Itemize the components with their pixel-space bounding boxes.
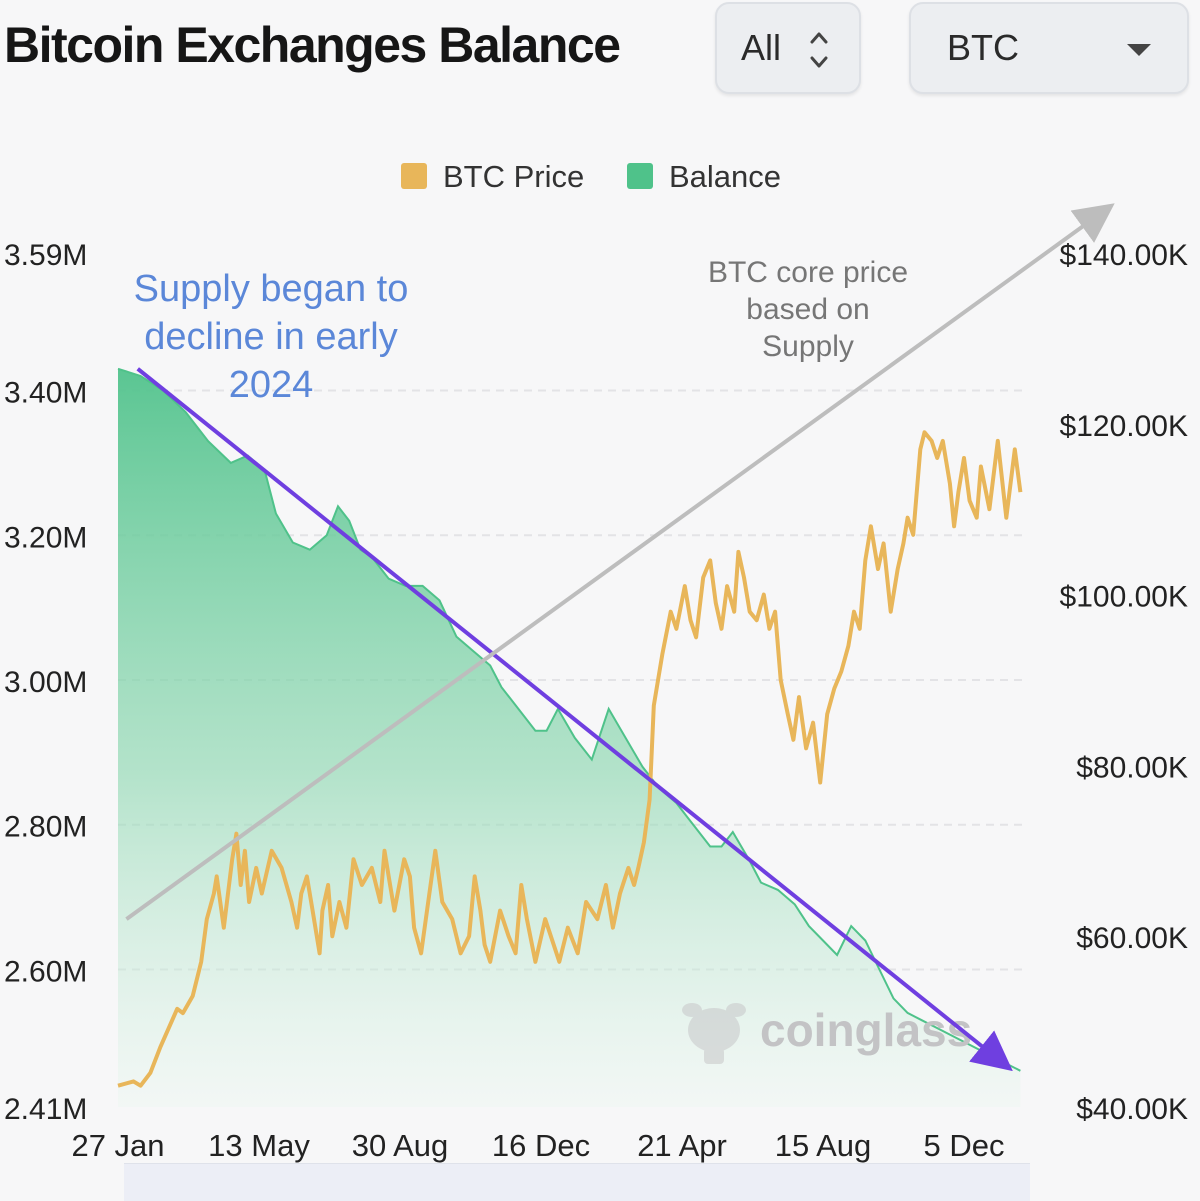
annotation-supply-decline: decline in early — [144, 316, 397, 358]
annotation-core-price: Supply — [762, 330, 854, 363]
x-tick-label: 13 May — [208, 1128, 310, 1163]
logo-body — [704, 1048, 724, 1064]
coin-select[interactable]: BTC — [909, 2, 1189, 94]
y-left-tick-label: 3.20M — [4, 521, 87, 554]
annotation-supply-decline: 2024 — [229, 364, 314, 406]
annotation-core-price: BTC core price — [708, 256, 908, 289]
balance-decline-arrow — [136, 367, 1013, 1072]
watermark-text: coinglass — [760, 1004, 972, 1056]
legend-label: Balance — [669, 159, 781, 194]
sort-arrows-icon — [810, 32, 828, 68]
coinglass-logo-icon — [682, 1003, 746, 1064]
y-right-tick-label: $80.00K — [1076, 751, 1188, 784]
annotation-supply-decline: Supply began to — [134, 268, 409, 310]
y-right-tick-label: $100.00K — [1060, 581, 1188, 614]
logo-ear — [726, 1003, 746, 1017]
btc-price-line — [117, 430, 1023, 1088]
x-tick-label: 15 Aug — [775, 1128, 872, 1163]
y-left-tick-label: 2.80M — [4, 811, 87, 844]
legend-swatch — [627, 163, 653, 189]
y-left-tick-label: 2.60M — [4, 955, 87, 988]
y-right-tick-label: $120.00K — [1060, 410, 1188, 443]
x-tick-label: 16 Dec — [492, 1128, 590, 1163]
x-tick-label: 30 Aug — [352, 1128, 449, 1163]
range-navigator[interactable] — [124, 1163, 1030, 1201]
legend-label: BTC Price — [443, 159, 584, 194]
balance-line — [117, 367, 1021, 1072]
page-title: Bitcoin Exchanges Balance — [4, 17, 621, 73]
legend-swatch — [401, 163, 427, 189]
x-tick-label: 27 Jan — [71, 1128, 164, 1163]
chevron-down-icon — [1127, 44, 1151, 56]
y-left-tick-label: 3.00M — [4, 666, 87, 699]
coin-select-value: BTC — [947, 27, 1019, 68]
exchange-balance-chart: coinglass 3.59M 3.40M 3.20M 3.00M 2.80M 2.60M… — [4, 159, 1188, 1163]
x-tick-label: 21 Apr — [637, 1128, 727, 1163]
x-tick-label: 5 Dec — [924, 1128, 1005, 1163]
y-right-tick-label: $60.00K — [1076, 922, 1188, 955]
range-select[interactable]: All — [715, 2, 861, 94]
y-left-tick-label: 3.59M — [4, 239, 87, 272]
y-right-tick-label: $140.00K — [1060, 239, 1188, 272]
balance-area — [118, 368, 1021, 1107]
logo-head — [688, 1008, 740, 1052]
y-right-tick-label: $40.00K — [1076, 1093, 1188, 1126]
logo-ear — [682, 1003, 702, 1017]
y-left-tick-label: 2.41M — [4, 1093, 87, 1126]
price-trend-arrow — [125, 203, 1115, 921]
annotation-core-price: based on — [746, 293, 869, 326]
range-select-value: All — [741, 27, 782, 68]
y-left-tick-label: 3.40M — [4, 377, 87, 410]
